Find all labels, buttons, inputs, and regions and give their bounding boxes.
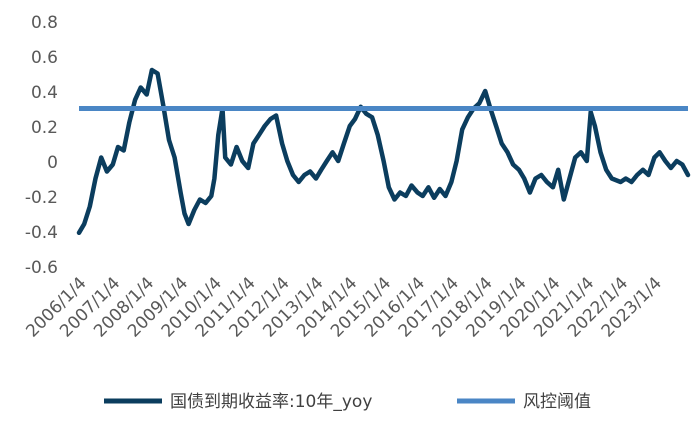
legend-label-threshold: 风控阈值 bbox=[523, 392, 591, 412]
plot-area bbox=[76, 67, 691, 236]
legend: 国债到期收益率:10年_yoy 风控阈值 bbox=[104, 392, 591, 412]
y-tick-label: -0.2 bbox=[25, 188, 58, 208]
y-tick-label: -0.4 bbox=[25, 223, 58, 243]
y-tick-label: 0.6 bbox=[31, 48, 58, 68]
y-axis: 0.8 0.6 0.4 0.2 0 -0.2 -0.4 -0.6 bbox=[25, 13, 58, 278]
legend-label-yield: 国债到期收益率:10年_yoy bbox=[170, 392, 372, 412]
y-tick-label: 0.8 bbox=[31, 13, 58, 33]
series-line-yield-yoy bbox=[76, 67, 691, 236]
y-tick-label: 0.2 bbox=[31, 118, 58, 138]
y-tick-label: 0.4 bbox=[31, 83, 58, 103]
x-axis: 2006/1/42007/1/42008/1/42009/1/42010/1/4… bbox=[22, 273, 666, 341]
y-tick-label: 0 bbox=[47, 153, 58, 173]
y-tick-label: -0.6 bbox=[25, 258, 58, 278]
